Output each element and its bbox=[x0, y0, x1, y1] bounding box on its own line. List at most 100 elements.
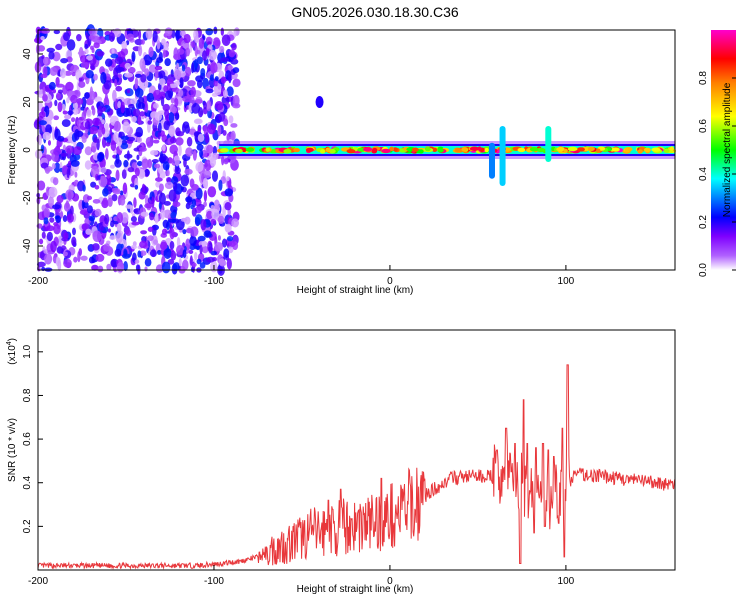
noise-blob bbox=[41, 27, 50, 34]
noise-blob bbox=[82, 201, 89, 209]
noise-blob bbox=[178, 144, 182, 157]
noise-blob bbox=[89, 86, 93, 98]
noise-blob bbox=[120, 135, 129, 141]
noise-blob bbox=[57, 89, 63, 94]
noise-blob bbox=[89, 126, 99, 135]
noise-blob bbox=[189, 255, 193, 266]
noise-blob bbox=[53, 223, 61, 235]
noise-blob bbox=[38, 120, 47, 126]
noise-blob bbox=[163, 200, 171, 206]
noise-blob bbox=[123, 248, 128, 257]
line-core bbox=[517, 147, 526, 153]
noise-blob bbox=[134, 77, 139, 90]
noise-blob bbox=[151, 225, 157, 237]
snr-multiplier: (x104) bbox=[6, 338, 18, 365]
noise-blob bbox=[66, 56, 73, 63]
noise-blob bbox=[77, 100, 81, 109]
noise-blob bbox=[134, 38, 144, 46]
noise-blob bbox=[210, 218, 217, 225]
noise-blob bbox=[150, 149, 159, 156]
noise-blob bbox=[107, 228, 111, 233]
noise-blob bbox=[51, 163, 56, 170]
snr-multiplier-exp: 4 bbox=[6, 341, 13, 345]
noise-blob bbox=[165, 164, 170, 171]
noise-blob bbox=[228, 49, 236, 58]
noise-blob bbox=[69, 205, 74, 216]
noise-blob bbox=[63, 202, 71, 212]
noise-blob bbox=[71, 117, 76, 123]
noise-blob bbox=[158, 156, 166, 163]
snr-multiplier-base: (x10 bbox=[7, 345, 18, 365]
noise-blob bbox=[116, 223, 122, 234]
noise-blob bbox=[223, 158, 229, 165]
noise-blob bbox=[94, 96, 103, 103]
noise-blob bbox=[45, 225, 55, 232]
noise-blob bbox=[231, 218, 240, 228]
noise-blob bbox=[209, 74, 214, 81]
noise-blob bbox=[115, 169, 120, 182]
noise-blob bbox=[195, 161, 204, 173]
snr-y-tick-label: 1.0 bbox=[22, 344, 33, 358]
line-core bbox=[425, 146, 431, 152]
noise-blob bbox=[67, 110, 74, 116]
noise-blob bbox=[224, 202, 232, 211]
noise-blob bbox=[181, 64, 186, 73]
noise-blob bbox=[153, 163, 161, 169]
noise-blob bbox=[42, 57, 49, 65]
line-core bbox=[381, 148, 391, 154]
noise-blob bbox=[191, 62, 195, 74]
noise-blob bbox=[137, 250, 142, 258]
noise-blob bbox=[156, 39, 161, 50]
noise-blob bbox=[177, 89, 184, 98]
snr-frame bbox=[37, 329, 676, 571]
noise-blob bbox=[192, 150, 197, 159]
noise-blob bbox=[74, 90, 79, 95]
noise-blob bbox=[57, 135, 65, 142]
noise-blob bbox=[97, 152, 104, 162]
line-core bbox=[529, 147, 539, 152]
noise-blob bbox=[62, 85, 68, 95]
noise-blob bbox=[232, 78, 241, 88]
noise-blob bbox=[169, 227, 175, 240]
noise-blob bbox=[44, 253, 53, 265]
noise-blob bbox=[162, 219, 169, 229]
noise-blob bbox=[191, 262, 197, 267]
noise-blob bbox=[55, 215, 62, 224]
colorbar: 0.0 0.2 0.4 0.6 0.8 Normalized spectral ampl… bbox=[698, 30, 736, 277]
noise-blob bbox=[123, 260, 128, 272]
colorbar-gradient bbox=[711, 30, 736, 270]
noise-blob bbox=[110, 220, 115, 228]
noise-blob bbox=[219, 45, 225, 54]
noise-blob bbox=[131, 221, 140, 226]
noise-blob bbox=[182, 228, 187, 235]
line-core bbox=[283, 149, 292, 154]
noise-blob bbox=[208, 242, 213, 254]
noise-blob bbox=[110, 140, 117, 152]
noise-blob bbox=[134, 167, 140, 177]
noise-blob bbox=[140, 211, 149, 217]
noise-blob bbox=[120, 101, 125, 114]
noise-blob bbox=[191, 183, 199, 191]
noise-blob bbox=[159, 183, 164, 192]
noise-blob bbox=[124, 72, 134, 78]
noise-blob bbox=[93, 136, 98, 143]
noise-blob bbox=[199, 149, 204, 158]
noise-blob bbox=[172, 181, 178, 192]
noise-blob bbox=[121, 40, 128, 50]
noise-blob bbox=[110, 53, 119, 59]
noise-blob bbox=[88, 35, 95, 40]
noise-blob bbox=[199, 262, 206, 269]
noise-blob bbox=[43, 207, 50, 219]
noise-blob bbox=[85, 70, 94, 79]
noise-blob bbox=[226, 235, 234, 242]
noise-blob bbox=[161, 144, 166, 152]
noise-blob bbox=[62, 251, 68, 257]
line-core bbox=[576, 147, 585, 152]
noise-blob bbox=[174, 155, 180, 167]
noise-blob bbox=[145, 28, 153, 40]
noise-blob bbox=[206, 210, 213, 220]
noise-blob bbox=[175, 29, 180, 42]
noise-blob bbox=[109, 235, 117, 240]
noise-blob bbox=[148, 46, 154, 58]
colorbar-tick-label: 0.8 bbox=[698, 71, 709, 85]
